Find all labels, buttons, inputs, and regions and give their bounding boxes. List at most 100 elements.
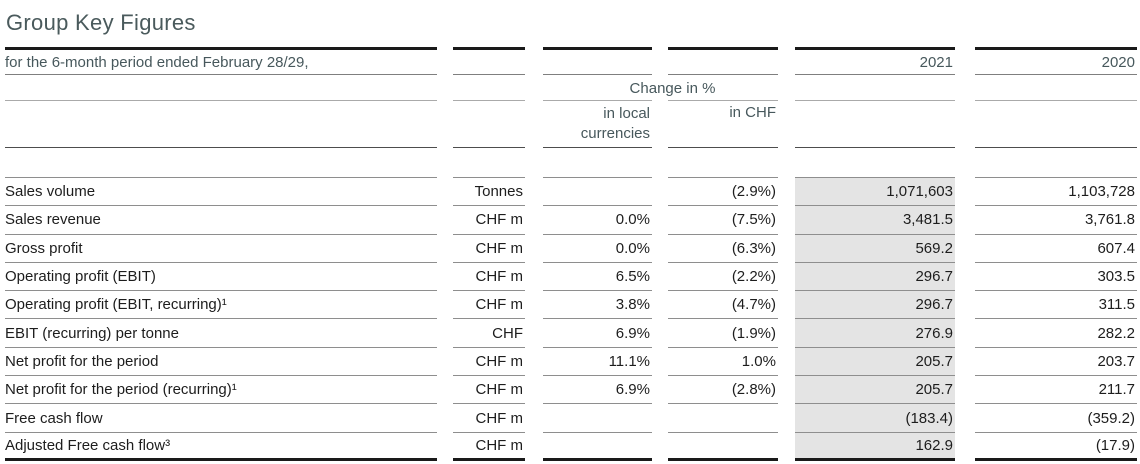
- row-unit: CHF m: [453, 433, 525, 461]
- row-label: Sales volume: [5, 178, 437, 207]
- table-row: Operating profit (EBIT, recurring)¹ CHF …: [5, 291, 1137, 320]
- row-change-chf: [668, 433, 778, 461]
- rule-cell: [668, 75, 778, 101]
- row-change-local: 11.1%: [543, 348, 652, 377]
- row-change-local: 0.0%: [543, 235, 652, 263]
- row-change-chf: (2.8%): [668, 376, 778, 405]
- row-change-local: 3.8%: [543, 291, 652, 320]
- row-unit: CHF m: [453, 206, 525, 235]
- row-value-2021: 296.7: [795, 291, 955, 320]
- row-value-2020: (17.9): [975, 433, 1137, 461]
- table-row: Adjusted Free cash flow³ CHF m 162.9 (17…: [5, 432, 1137, 461]
- rule-cell: [543, 75, 652, 101]
- row-change-chf: (1.9%): [668, 319, 778, 348]
- table-row: Net profit for the period (recurring)¹ C…: [5, 376, 1137, 405]
- row-change-chf: (2.9%): [668, 178, 778, 207]
- row-value-2021: 205.7: [795, 376, 955, 405]
- rule-cell: [975, 101, 1137, 148]
- chf-header: in CHF: [668, 101, 778, 148]
- rule-cell: [668, 148, 778, 178]
- year-2021-header: 2021: [795, 47, 955, 75]
- period-label: for the 6-month period ended February 28…: [5, 47, 437, 75]
- table-row: Sales revenue CHF m 0.0% (7.5%) 3,481.5 …: [5, 206, 1137, 235]
- rule-cell: [795, 101, 955, 148]
- row-change-local: [543, 178, 652, 207]
- row-value-2021: 3,481.5: [795, 206, 955, 235]
- row-value-2020: (359.2): [975, 404, 1137, 433]
- title-block: Group Key Figures: [0, 0, 1140, 47]
- row-label: EBIT (recurring) per tonne: [5, 319, 437, 348]
- rule-cell: [453, 47, 525, 75]
- row-unit: CHF m: [453, 404, 525, 433]
- rule-cell: [543, 148, 652, 178]
- rule-cell: [5, 148, 437, 178]
- row-change-local: 0.0%: [543, 206, 652, 235]
- row-change-chf: (6.3%): [668, 235, 778, 263]
- row-change-local: 6.5%: [543, 263, 652, 292]
- row-value-2021: (183.4): [795, 404, 955, 433]
- row-change-chf: (2.2%): [668, 263, 778, 292]
- row-change-local: [543, 433, 652, 461]
- row-value-2020: 203.7: [975, 348, 1137, 377]
- row-value-2021: 1,071,603: [795, 178, 955, 207]
- rule-cell: [453, 148, 525, 178]
- header-row-change-group: Change in %: [5, 75, 1137, 101]
- table-row: Sales volume Tonnes (2.9%) 1,071,603 1,1…: [5, 178, 1137, 207]
- row-value-2021: 276.9: [795, 319, 955, 348]
- row-unit: CHF m: [453, 263, 525, 292]
- rule-cell: [453, 75, 525, 101]
- header-row-change-units: in local currencies in CHF: [5, 101, 1137, 148]
- row-label: Gross profit: [5, 235, 437, 263]
- row-value-2020: 311.5: [975, 291, 1137, 320]
- key-figures-table: for the 6-month period ended February 28…: [5, 47, 1137, 461]
- local-currencies-header: in local currencies: [543, 101, 652, 148]
- row-value-2020: 1,103,728: [975, 178, 1137, 207]
- row-change-chf: (7.5%): [668, 206, 778, 235]
- header-row-period: for the 6-month period ended February 28…: [5, 47, 1137, 75]
- row-value-2020: 211.7: [975, 376, 1137, 405]
- row-label: Free cash flow: [5, 404, 437, 433]
- table-body: Sales volume Tonnes (2.9%) 1,071,603 1,1…: [5, 178, 1137, 461]
- row-change-local: [543, 404, 652, 433]
- header-row-spacer: [5, 148, 1137, 178]
- row-change-chf: (4.7%): [668, 291, 778, 320]
- row-value-2020: 607.4: [975, 235, 1137, 263]
- rule-cell: [453, 101, 525, 148]
- rule-cell: [975, 75, 1137, 101]
- row-label: Operating profit (EBIT, recurring)¹: [5, 291, 437, 320]
- row-unit: CHF m: [453, 348, 525, 377]
- rule-cell: [795, 75, 955, 101]
- row-label: Adjusted Free cash flow³: [5, 433, 437, 461]
- row-value-2020: 282.2: [975, 319, 1137, 348]
- year-2020-header: 2020: [975, 47, 1137, 75]
- row-change-chf: [668, 404, 778, 433]
- row-value-2021: 296.7: [795, 262, 955, 292]
- row-value-2020: 303.5: [975, 263, 1137, 292]
- rule-cell: [668, 47, 778, 75]
- row-unit: Tonnes: [453, 178, 525, 207]
- row-change-chf: 1.0%: [668, 348, 778, 377]
- rule-cell: [5, 101, 437, 148]
- row-unit: CHF: [453, 319, 525, 348]
- row-unit: CHF m: [453, 235, 525, 263]
- row-value-2021: 162.9: [795, 432, 955, 461]
- row-label: Net profit for the period: [5, 348, 437, 377]
- row-label: Sales revenue: [5, 206, 437, 235]
- row-label: Net profit for the period (recurring)¹: [5, 376, 437, 405]
- rule-cell: [975, 148, 1137, 178]
- row-unit: CHF m: [453, 376, 525, 405]
- table-row: Free cash flow CHF m (183.4) (359.2): [5, 404, 1137, 433]
- row-change-local: 6.9%: [543, 319, 652, 348]
- change-in-percent-header: Change in %: [629, 79, 716, 97]
- row-unit: CHF m: [453, 291, 525, 320]
- rule-cell: [5, 75, 437, 101]
- rule-cell: [543, 47, 652, 75]
- rule-cell: [795, 148, 955, 178]
- row-value-2020: 3,761.8: [975, 206, 1137, 235]
- row-change-local: 6.9%: [543, 376, 652, 405]
- row-value-2021: 569.2: [795, 234, 955, 263]
- table-row: Gross profit CHF m 0.0% (6.3%) 569.2 607…: [5, 234, 1137, 263]
- page-title: Group Key Figures: [6, 10, 196, 35]
- row-value-2021: 205.7: [795, 347, 955, 377]
